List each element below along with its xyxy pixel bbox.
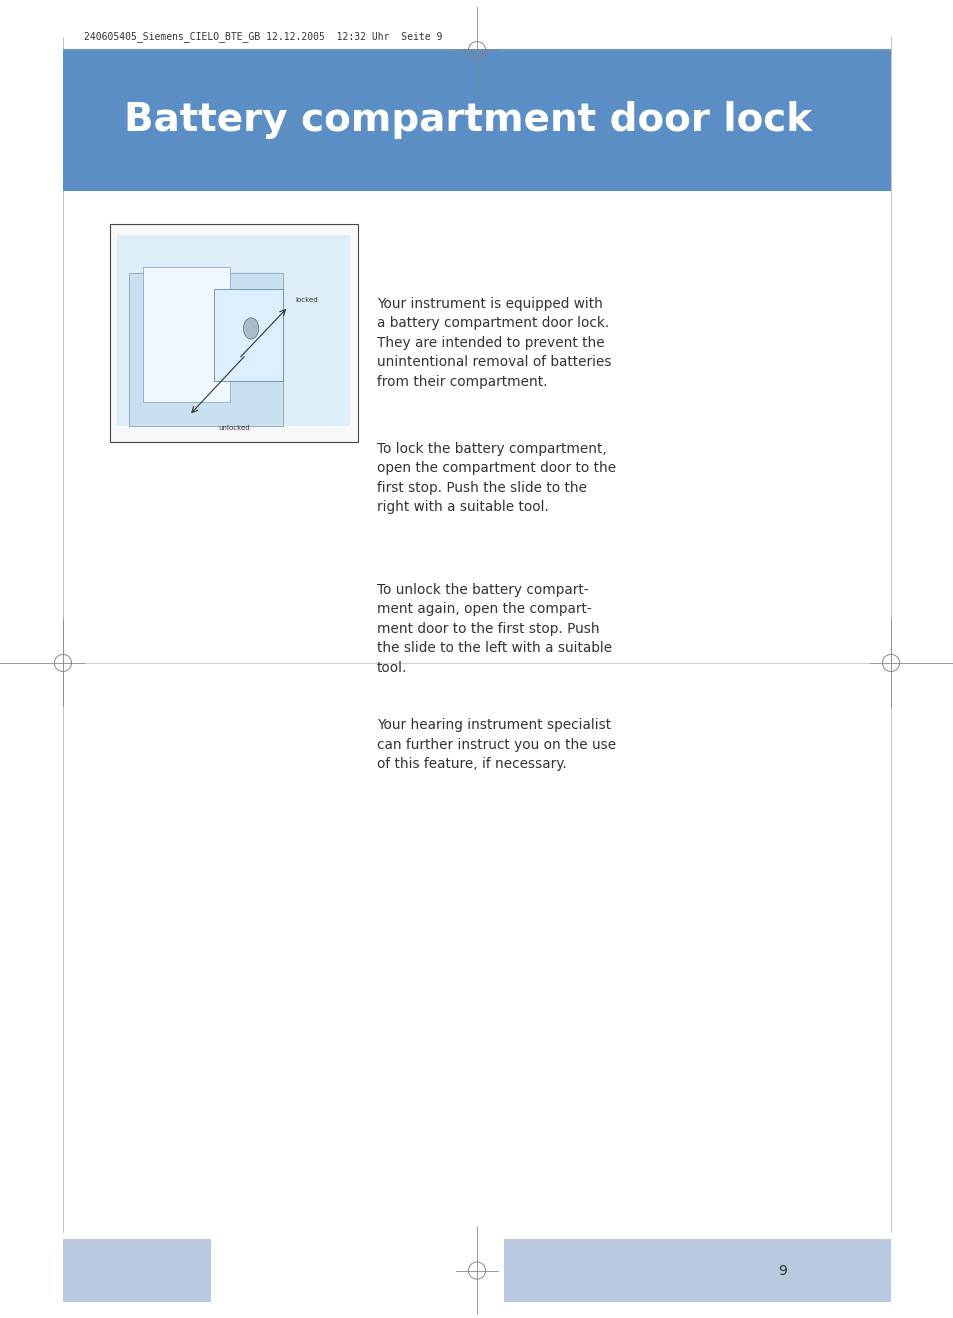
Text: 240605405_Siemens_CIELO_BTE_GB 12.12.2005  12:32 Uhr  Seite 9: 240605405_Siemens_CIELO_BTE_GB 12.12.200… <box>84 32 442 42</box>
Text: To unlock the battery compart-
ment again, open the compart-
ment door to the fi: To unlock the battery compart- ment agai… <box>376 583 611 675</box>
FancyBboxPatch shape <box>213 289 283 381</box>
FancyBboxPatch shape <box>110 224 357 442</box>
Text: unlocked: unlocked <box>217 426 250 431</box>
FancyBboxPatch shape <box>117 235 350 426</box>
Text: To lock the battery compartment,
open the compartment door to the
first stop. Pu: To lock the battery compartment, open th… <box>376 442 616 514</box>
Text: 9: 9 <box>777 1264 786 1277</box>
FancyBboxPatch shape <box>63 49 890 191</box>
FancyBboxPatch shape <box>503 1239 890 1302</box>
Circle shape <box>243 318 258 339</box>
Text: locked: locked <box>295 297 318 303</box>
Text: Your hearing instrument specialist
can further instruct you on the use
of this f: Your hearing instrument specialist can f… <box>376 718 616 771</box>
Text: Battery compartment door lock: Battery compartment door lock <box>124 101 811 138</box>
Text: Your instrument is equipped with
a battery compartment door lock.
They are inten: Your instrument is equipped with a batte… <box>376 297 611 389</box>
FancyBboxPatch shape <box>143 268 230 402</box>
FancyBboxPatch shape <box>63 1239 211 1302</box>
FancyBboxPatch shape <box>129 274 282 426</box>
